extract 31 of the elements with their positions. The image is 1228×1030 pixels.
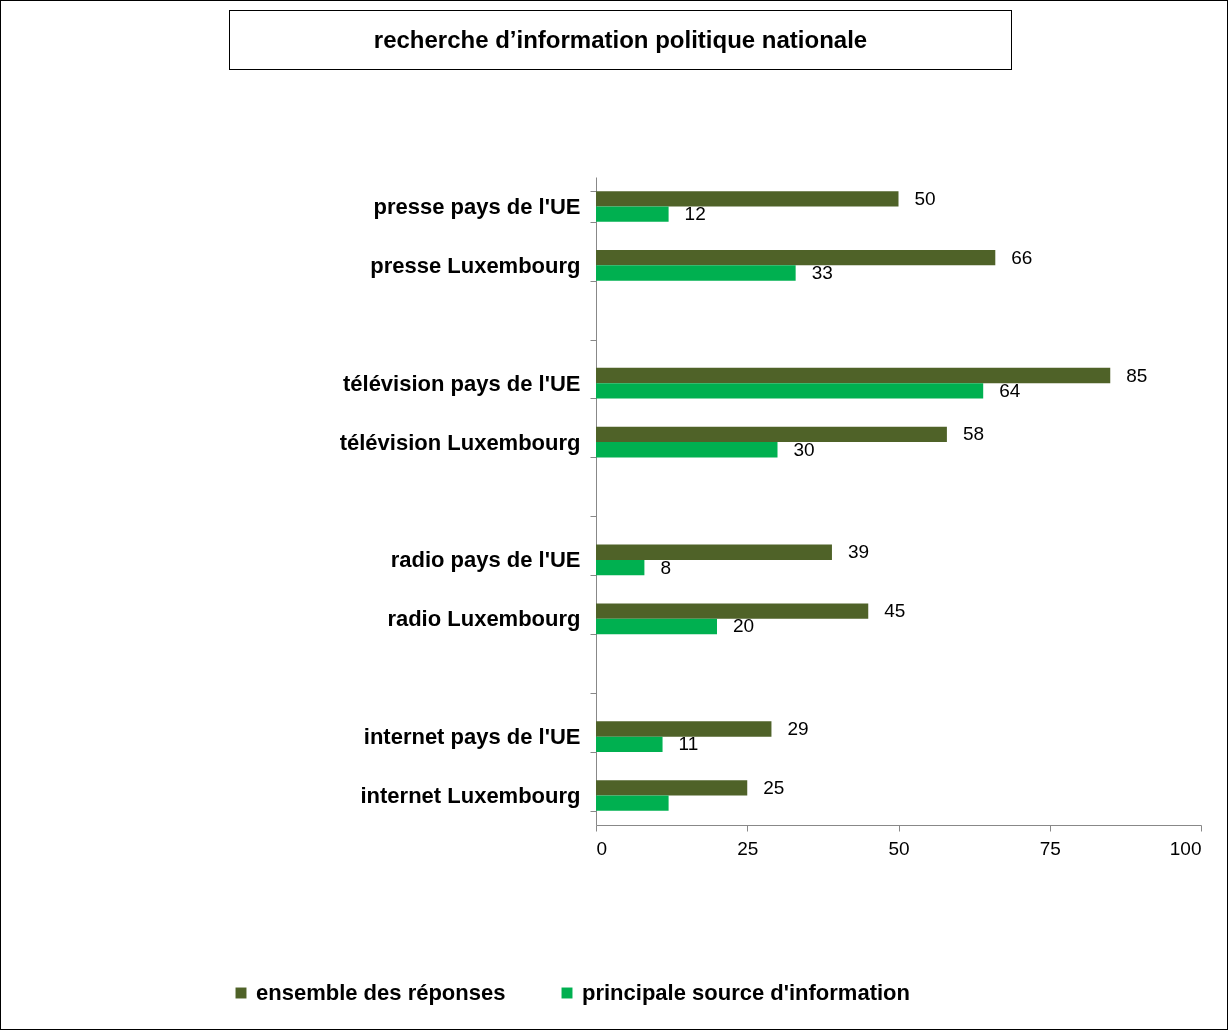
data-label: 33 — [811, 262, 833, 284]
data-label: 30 — [793, 438, 815, 460]
data-label: 66 — [1011, 246, 1033, 268]
chart-title: recherche d’information politique nationale — [229, 10, 1012, 70]
data-label: 20 — [733, 615, 755, 637]
y-tick-label: radio Luxembourg — [387, 606, 581, 632]
data-label: 29 — [787, 717, 809, 739]
x-tick-label: 50 — [888, 837, 910, 859]
x-tick-label: 0 — [596, 837, 608, 859]
data-label: 85 — [1126, 364, 1148, 386]
y-tick-label: télévision pays de l'UE — [342, 370, 581, 396]
x-tick-label: 75 — [1039, 837, 1061, 859]
legend-label: ensemble des réponses — [256, 980, 506, 1005]
data-label: 58 — [962, 423, 985, 445]
data-label: 25 — [763, 776, 785, 798]
data-label: 8 — [660, 556, 671, 578]
x-tick-label: 100 — [1169, 837, 1202, 859]
y-tick-label: internet Luxembourg — [360, 783, 581, 809]
legend-label: principale source d'information — [582, 980, 910, 1005]
data-label: 64 — [999, 379, 1021, 401]
data-label: 45 — [884, 600, 906, 622]
data-label: 11 — [678, 733, 699, 755]
data-label: 12 — [684, 203, 706, 225]
y-tick-label: télévision Luxembourg — [339, 429, 581, 455]
y-tick-label: internet pays de l'UE — [363, 724, 581, 750]
x-tick-label: 25 — [737, 837, 759, 859]
y-tick-label: presse Luxembourg — [370, 252, 581, 278]
data-label: 50 — [914, 187, 936, 209]
data-label: 39 — [847, 541, 870, 563]
y-tick-label: presse pays de l'UE — [373, 193, 581, 219]
y-tick-label: radio pays de l'UE — [390, 547, 581, 573]
